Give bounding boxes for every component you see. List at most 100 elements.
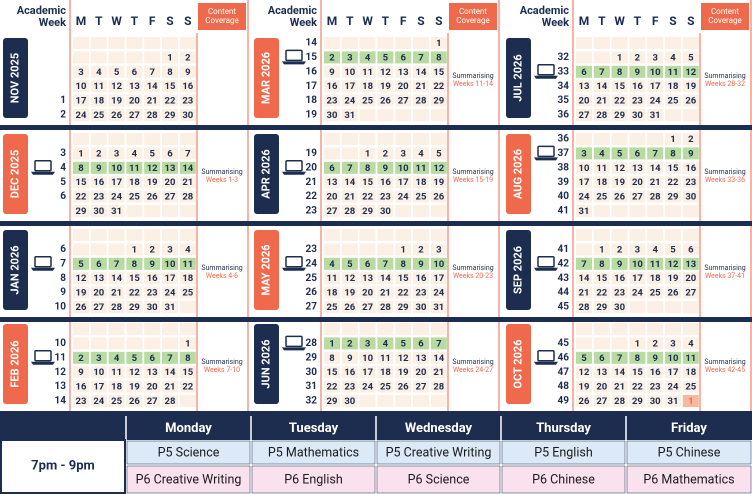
day-cell (341, 323, 358, 335)
day-cell (126, 37, 143, 49)
day-cell (179, 380, 196, 393)
day-number: 6 (635, 148, 641, 159)
day-cell (576, 243, 592, 256)
day-number: 8 (329, 353, 335, 364)
week-number: 26 (306, 287, 318, 298)
day-cell (647, 380, 664, 393)
laptop-base (534, 267, 558, 271)
day-number: 29 (327, 396, 338, 407)
day-cell (341, 65, 358, 78)
month-label: APR 2026 (259, 149, 272, 199)
day-number: 15 (596, 273, 607, 284)
coverage-header (701, 3, 749, 30)
day-header: Friday (671, 421, 707, 436)
day-cell (108, 133, 125, 145)
day-cell (629, 395, 646, 407)
day-cell (377, 395, 394, 407)
day-cell (90, 176, 107, 189)
week-number: 27 (306, 302, 318, 313)
day-number: 18 (182, 273, 193, 284)
day-cell (430, 323, 447, 335)
coverage-weeks: Weeks 28-32 (705, 80, 745, 88)
day-cell (377, 380, 394, 393)
day-cell (377, 351, 394, 364)
laptop-screen (34, 350, 52, 362)
day-cell (413, 109, 429, 121)
day-number: 24 (111, 192, 122, 203)
day-cell (682, 257, 699, 270)
day-cell (682, 176, 699, 189)
class-name: P5 Chinese (658, 445, 721, 460)
day-number: 3 (436, 244, 441, 255)
coverage-title: Summarising (201, 358, 242, 366)
day-cell (162, 109, 178, 121)
week-number: 35 (558, 95, 570, 106)
day-cell (647, 147, 664, 160)
day-number: 13 (327, 177, 338, 188)
week-number: 45 (558, 302, 570, 313)
coverage-header-label: Coverage (708, 16, 741, 25)
day-cell (629, 257, 646, 270)
coverage-header-label: Content (208, 7, 236, 16)
day-cell (377, 80, 394, 93)
day-cell (395, 323, 412, 335)
day-cell (90, 301, 107, 313)
weekday-label: M (327, 14, 338, 28)
day-cell (341, 229, 358, 241)
week-number: 6 (60, 244, 66, 255)
week-number: 38 (558, 162, 570, 173)
day-cell (73, 229, 89, 241)
day-cell (413, 37, 429, 49)
day-cell (179, 243, 196, 256)
day-cell (430, 337, 447, 350)
day-cell (647, 65, 664, 78)
day-cell (126, 351, 143, 364)
day-number: 17 (344, 81, 355, 92)
day-number: 1 (635, 338, 640, 349)
day-cell (611, 51, 628, 64)
day-cell (395, 65, 412, 78)
weekday-label: S (417, 14, 424, 28)
day-cell (144, 272, 161, 285)
day-cell (682, 286, 699, 299)
day-cell (108, 37, 125, 49)
week-number: 6 (60, 191, 66, 202)
week-number: 14 (55, 396, 67, 407)
day-cell (413, 395, 429, 407)
day-number: 20 (147, 382, 158, 393)
day-cell (359, 272, 376, 285)
day-number: 13 (93, 273, 104, 284)
day-cell (430, 80, 447, 93)
day-cell (611, 351, 628, 364)
day-cell (647, 301, 664, 313)
day-number: 9 (688, 148, 693, 159)
day-number: 25 (380, 382, 391, 393)
coverage-title: Summarising (201, 264, 242, 272)
day-cell (162, 323, 178, 335)
day-cell (413, 337, 429, 350)
day-number: 10 (76, 81, 87, 92)
day-cell (593, 94, 610, 107)
day-cell (593, 80, 610, 93)
day-cell (682, 395, 699, 407)
month-label-box (254, 38, 279, 118)
day-number: 4 (96, 67, 102, 78)
day-cell (377, 109, 394, 121)
day-cell (179, 51, 196, 64)
day-number: 28 (165, 396, 176, 407)
day-cell (576, 133, 592, 145)
day-number: 30 (344, 396, 355, 407)
day-cell (126, 133, 143, 145)
day-cell (162, 147, 178, 160)
day-number: 4 (329, 259, 335, 270)
day-number: 19 (433, 177, 444, 188)
day-cell (593, 51, 610, 64)
day-number: 14 (147, 81, 158, 92)
day-cell (341, 133, 358, 145)
day-number: 30 (327, 110, 338, 121)
day-cell (162, 161, 178, 174)
day-cell (395, 161, 412, 174)
coverage-weeks: Weeks 37-41 (705, 272, 745, 280)
week-number: 19 (306, 148, 318, 159)
day-number: 1 (436, 38, 441, 49)
